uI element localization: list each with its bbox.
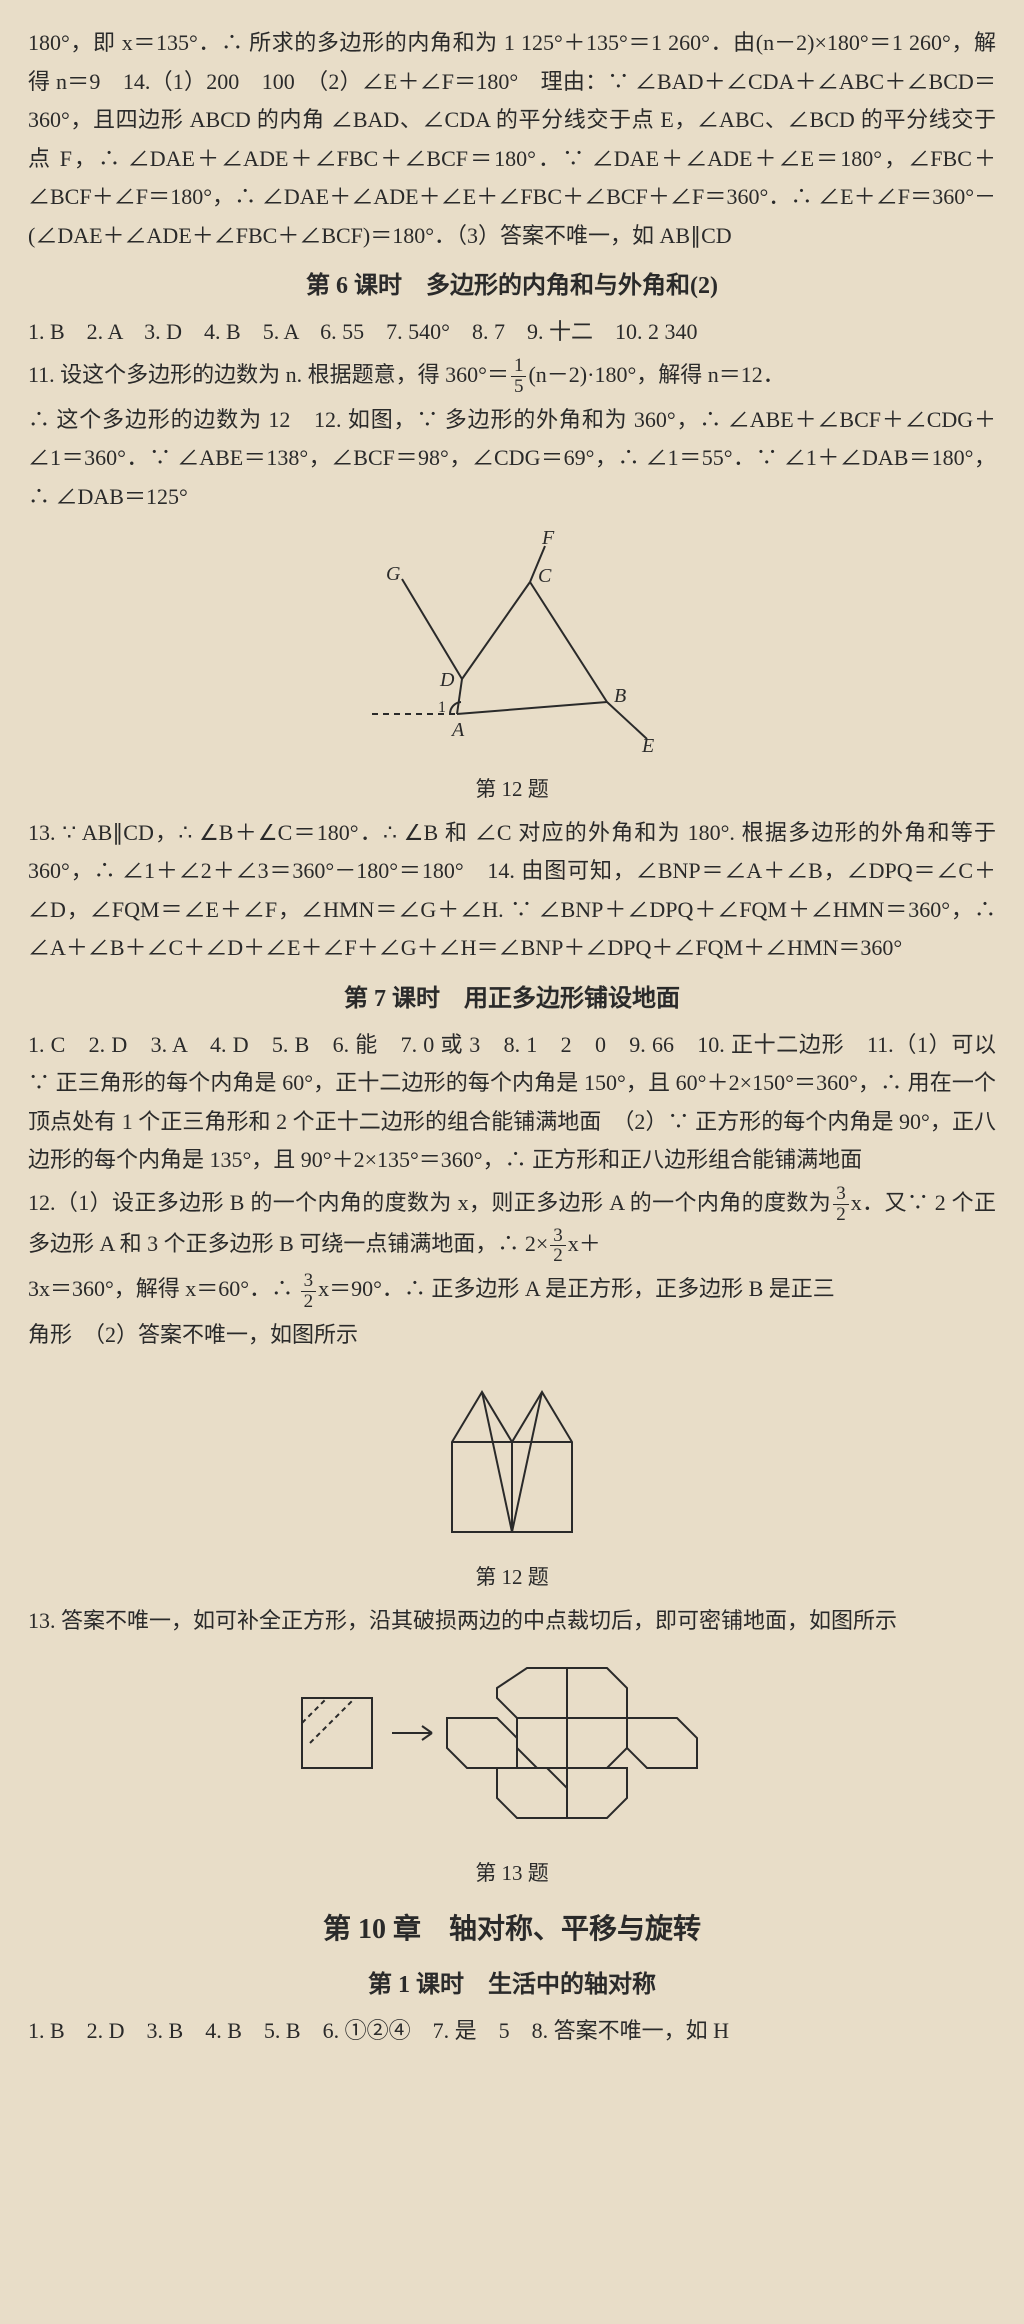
- sec7-q13: 13. 答案不唯一，如可补全正方形，沿其破损两边的中点裁切后，即可密铺地面，如图…: [28, 1602, 996, 1641]
- sec7-q12b: 3x＝360°，解得 x＝60°．∴ 32x＝90°．∴ 正多边形 A 是正方形…: [28, 1270, 996, 1311]
- section-7-title: 第 7 课时 用正多边形铺设地面: [28, 978, 996, 1020]
- figure-12b: [28, 1362, 996, 1555]
- section-6-title: 第 6 课时 多边形的内角和与外角和(2): [28, 265, 996, 307]
- figure-13: [28, 1648, 996, 1851]
- sec7-q12a-t3: x＋: [568, 1231, 601, 1256]
- label-C: C: [538, 565, 552, 587]
- figure-12b-caption: 第 12 题: [28, 1559, 996, 1596]
- figure-12a-caption: 第 12 题: [28, 771, 996, 808]
- sec7-answers: 1. C 2. D 3. A 4. D 5. B 6. 能 7. 0 或 3 8…: [28, 1026, 996, 1180]
- sec7-q12a: 12.（1）设正多边形 B 的一个内角的度数为 x，则正多边形 A 的一个内角的…: [28, 1184, 996, 1267]
- label-1: 1: [438, 699, 446, 716]
- frac-1-5: 15: [511, 356, 527, 397]
- sec7-q12b-t2: x＝90°．∴ 正多边形 A 是正方形，正多边形 B 是正三: [318, 1276, 835, 1301]
- sec10-1-answers: 1. B 2. D 3. B 4. B 5. B 6. ①②④ 7. 是 5 8…: [28, 2012, 996, 2051]
- sec6-q11: 11. 设这个多边形的边数为 n. 根据题意，得 360°＝15(n－2)·18…: [28, 356, 996, 397]
- label-B: B: [614, 685, 626, 707]
- intro-paragraph: 180°，即 x＝135°．∴ 所求的多边形的内角和为 1 125°＋135°＝…: [28, 24, 996, 255]
- frac-3-2-a: 32: [833, 1184, 849, 1225]
- sec6-q11-a: 11. 设这个多边形的边数为 n. 根据题意，得 360°＝: [28, 362, 509, 387]
- frac-3-2-b: 32: [550, 1226, 566, 1267]
- section-10-1-title: 第 1 课时 生活中的轴对称: [28, 1964, 996, 2006]
- label-D: D: [439, 669, 455, 691]
- chapter-10-title: 第 10 章 轴对称、平移与旋转: [28, 1905, 996, 1954]
- sec6-answers-line1: 1. B 2. A 3. D 4. B 5. A 6. 55 7. 540° 8…: [28, 313, 996, 352]
- sec7-q12b-t1: 3x＝360°，解得 x＝60°．∴: [28, 1276, 299, 1301]
- figure-12a: A B C D E F G 1: [28, 524, 996, 767]
- sec7-q12c: 角形 （2）答案不唯一，如图所示: [28, 1316, 996, 1355]
- label-E: E: [641, 735, 654, 754]
- sec6-q12: ∴ 这个多边形的边数为 12 12. 如图，∵ 多边形的外角和为 360°，∴ …: [28, 401, 996, 517]
- figure-13-caption: 第 13 题: [28, 1855, 996, 1892]
- frac-3-2-c: 32: [301, 1271, 317, 1312]
- label-G: G: [386, 563, 401, 585]
- sec6-q13-14: 13. ∵ AB∥CD，∴ ∠B＋∠C＝180°．∴ ∠B 和 ∠C 对应的外角…: [28, 814, 996, 968]
- sec6-q11-b: (n－2)·180°，解得 n＝12．: [528, 362, 784, 387]
- label-A: A: [450, 719, 465, 741]
- label-F: F: [541, 527, 555, 549]
- sec7-q12a-t1: 12.（1）设正多边形 B 的一个内角的度数为 x，则正多边形 A 的一个内角的…: [28, 1190, 831, 1215]
